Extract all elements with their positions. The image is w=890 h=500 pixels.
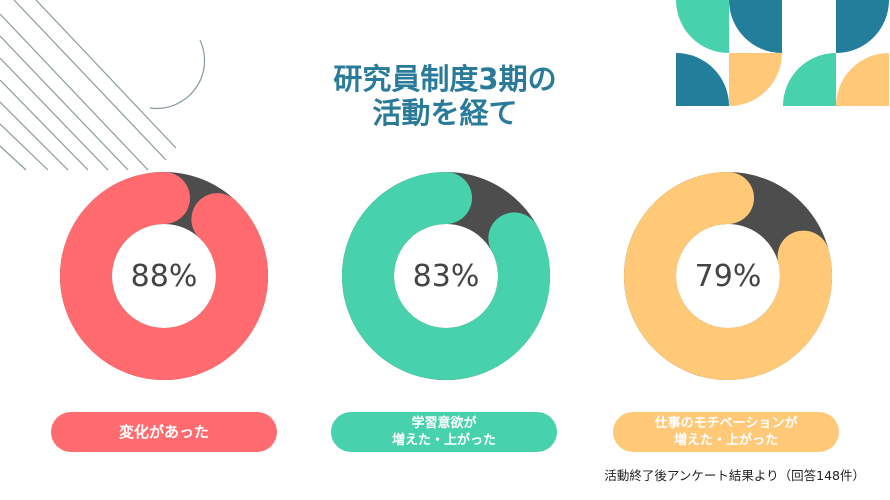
donut-value-arc bbox=[60, 172, 268, 380]
donut-value-arc bbox=[342, 172, 550, 380]
category-label-line-1: 仕事のモチベーションが bbox=[654, 416, 798, 431]
tile-shape bbox=[676, 0, 729, 53]
page-title: 研究員制度3期の 活動を経て bbox=[0, 62, 890, 130]
tile-shape bbox=[676, 53, 729, 106]
title-line-1: 研究員制度3期の bbox=[333, 62, 557, 96]
percentage-label: 88% bbox=[130, 258, 198, 294]
percentage-label: 79% bbox=[694, 258, 762, 294]
category-label-line-1: 学習意欲が bbox=[411, 416, 477, 431]
tile-shape bbox=[783, 53, 836, 106]
title-line-2: 活動を経て bbox=[372, 96, 518, 130]
decorative-tiles bbox=[676, 0, 889, 106]
category-label-line-2: 増えた・上がった bbox=[391, 433, 496, 448]
donut-chart-change: 88% bbox=[60, 172, 268, 380]
category-pill-learning: 学習意欲が 増えた・上がった bbox=[331, 412, 557, 452]
tile-shape bbox=[836, 0, 889, 53]
category-label-line-2: 増えた・上がった bbox=[673, 433, 778, 448]
tile-shape bbox=[729, 0, 782, 53]
tile-shape bbox=[729, 53, 782, 106]
donut-chart-motivation: 79% bbox=[624, 172, 832, 380]
category-pill-change: 変化があった bbox=[51, 412, 277, 452]
category-label: 変化があった bbox=[118, 422, 209, 441]
percentage-label: 83% bbox=[412, 258, 480, 294]
donut-chart-learning: 83% bbox=[342, 172, 550, 380]
donut-svg bbox=[342, 172, 550, 380]
category-pill-motivation: 仕事のモチベーションが 増えた・上がった bbox=[613, 412, 839, 452]
decorative-lines bbox=[0, 0, 206, 171]
footnote: 活動終了後アンケート結果より（回答148件） bbox=[604, 468, 865, 483]
donut-svg bbox=[624, 172, 832, 380]
donut-svg bbox=[60, 172, 268, 380]
tile-shape bbox=[836, 53, 889, 106]
donut-value-arc bbox=[624, 172, 832, 380]
